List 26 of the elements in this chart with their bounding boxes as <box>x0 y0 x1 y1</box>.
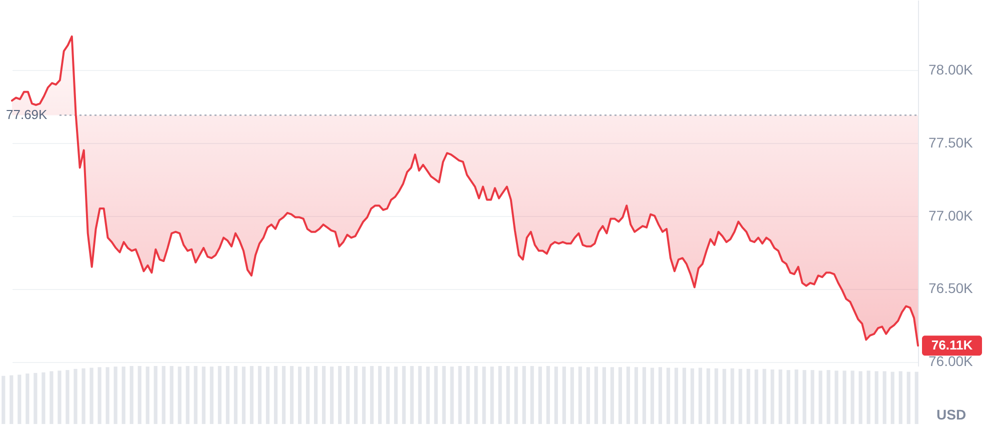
bar <box>290 366 294 424</box>
text: 76.11K <box>931 338 974 353</box>
bar <box>298 366 302 424</box>
bar <box>658 367 662 424</box>
bar <box>674 368 678 424</box>
bar <box>258 366 262 424</box>
bar <box>282 366 286 424</box>
bar <box>626 366 630 424</box>
y-tick-label: 76.50K <box>928 280 974 296</box>
ref-line-label: 77.69K <box>6 107 48 122</box>
bar <box>642 367 646 424</box>
y-tick-label: 78.00K <box>928 61 974 78</box>
y-tick-label: 76.00K <box>928 353 974 370</box>
y-tick-label: 77.50K <box>928 134 974 150</box>
bar <box>242 366 246 424</box>
bar <box>266 366 270 424</box>
bar <box>618 367 622 424</box>
bar <box>250 366 254 424</box>
bar <box>682 368 686 424</box>
bar <box>666 368 670 424</box>
bar <box>234 366 238 424</box>
bar <box>650 368 654 424</box>
y-axis-title: USD <box>936 406 966 422</box>
bar <box>274 366 278 424</box>
y-tick-label: 77.00K <box>928 207 974 224</box>
bar <box>634 367 638 424</box>
